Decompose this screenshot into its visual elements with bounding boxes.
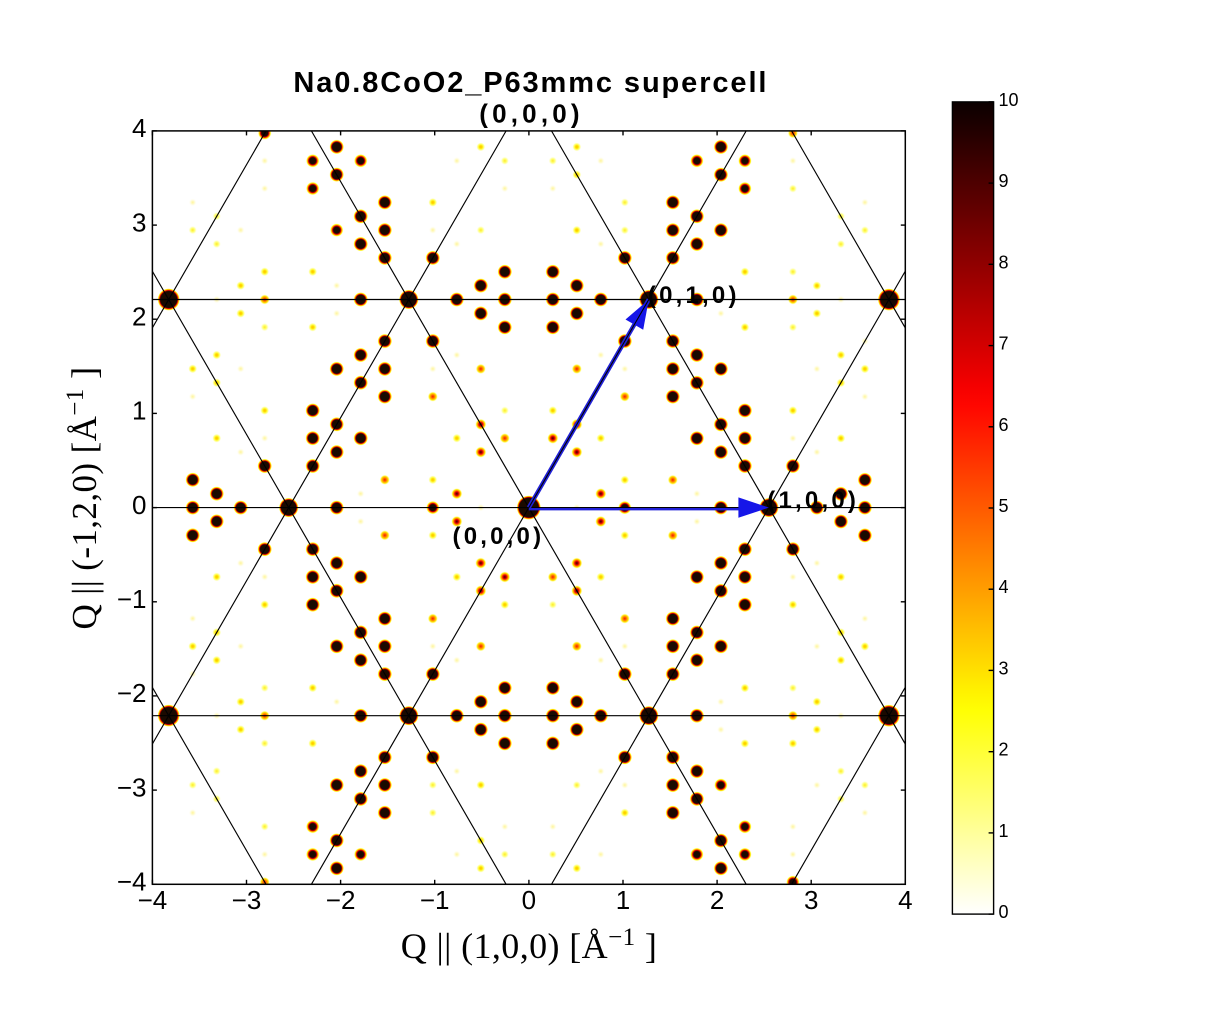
svg-text:1: 1 (132, 396, 146, 426)
svg-text:0: 0 (132, 490, 146, 520)
svg-text:−2: −2 (117, 678, 147, 708)
svg-text:3: 3 (132, 207, 146, 237)
svg-text:2: 2 (710, 885, 724, 915)
svg-text:(0,1,0): (0,1,0) (648, 282, 740, 309)
svg-text:−1: −1 (117, 584, 147, 614)
svg-text:Q || (1,0,0) [Å−1 ]: Q || (1,0,0) [Å−1 ] (401, 924, 658, 966)
svg-text:2: 2 (999, 740, 1009, 760)
svg-text:0: 0 (999, 902, 1009, 922)
svg-text:0: 0 (522, 885, 536, 915)
svg-text:6: 6 (999, 415, 1009, 435)
svg-text:−3: −3 (232, 885, 262, 915)
svg-text:−2: −2 (326, 885, 356, 915)
svg-text:1: 1 (999, 821, 1009, 841)
svg-text:4: 4 (999, 577, 1009, 597)
svg-text:1: 1 (616, 885, 630, 915)
svg-text:(0,0,0): (0,0,0) (479, 99, 584, 129)
svg-text:7: 7 (999, 334, 1009, 354)
svg-text:2: 2 (132, 302, 146, 332)
svg-text:3: 3 (804, 885, 818, 915)
svg-text:9: 9 (999, 171, 1009, 191)
svg-text:−3: −3 (117, 772, 147, 802)
svg-text:3: 3 (999, 658, 1009, 678)
svg-text:5: 5 (999, 496, 1009, 516)
svg-text:10: 10 (999, 90, 1019, 110)
svg-text:−1: −1 (420, 885, 450, 915)
svg-text:4: 4 (898, 885, 912, 915)
svg-text:Na0.8CoO2_P63mmc supercell: Na0.8CoO2_P63mmc supercell (293, 67, 768, 99)
svg-text:(0,0,0): (0,0,0) (453, 523, 545, 550)
svg-text:(1,0,0): (1,0,0) (767, 487, 859, 514)
svg-text:8: 8 (999, 252, 1009, 272)
svg-text:−4: −4 (117, 867, 147, 897)
svg-text:−4: −4 (138, 885, 168, 915)
svg-text:4: 4 (132, 113, 146, 143)
